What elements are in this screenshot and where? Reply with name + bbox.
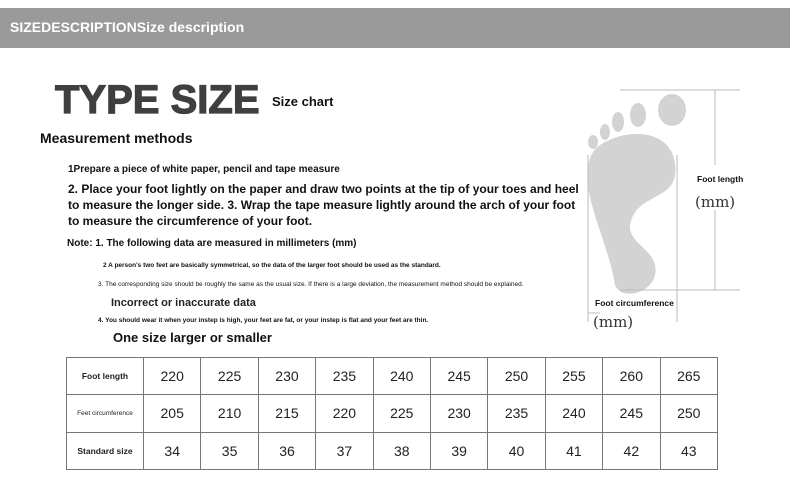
table-cell: 42: [602, 431, 661, 471]
table-cell: 230: [429, 394, 489, 433]
one-size-heading: One size larger or smaller: [113, 330, 272, 345]
foot-circumference-label: Foot circumference: [595, 298, 674, 308]
table-row: Standard size 34 35 36 37 38 39 40 41 42 43: [66, 431, 719, 471]
size-table: Foot length 220 225 230 235 240 245 250 255 260 26…: [66, 356, 719, 471]
table-cell: 43: [659, 431, 719, 471]
table-cell: 240: [544, 394, 604, 433]
header-text: SIZEDESCRIPTIONSize description: [10, 19, 245, 35]
table-row: Feet circumference 205 210 215 220 225 230 235 2…: [66, 394, 719, 433]
foot-length-unit: (mm): [695, 193, 736, 211]
table-cell: 37: [315, 431, 374, 471]
table-cell: 250: [487, 356, 546, 396]
table-cell: 205: [142, 394, 202, 433]
row-label: Standard size: [66, 431, 144, 471]
table-cell: 210: [200, 394, 259, 433]
note-1: Note: 1. The following data are measured…: [67, 238, 357, 249]
table-cell: 265: [659, 356, 719, 396]
table-cell: 235: [315, 356, 374, 396]
table-cell: 34: [142, 431, 202, 471]
table-cell: 245: [429, 356, 489, 396]
table-cell: 220: [142, 356, 202, 396]
table-cell: 225: [372, 394, 431, 433]
table-row: Foot length 220 225 230 235 240 245 250 255 260 26…: [66, 356, 719, 396]
step-1: 1Prepare a piece of white paper, pencil …: [68, 164, 340, 175]
table-cell: 225: [200, 356, 259, 396]
subtitle: Size chart: [272, 94, 334, 109]
incorrect-heading: Incorrect or inaccurate data: [111, 297, 256, 309]
note-4: 4. You should wear it when your instep i…: [98, 317, 429, 324]
foot-length-label: Foot length: [697, 174, 744, 184]
methods-heading: Measurement methods: [40, 130, 193, 146]
foot-diagram-icon: [587, 89, 740, 322]
table-cell: 245: [602, 394, 661, 433]
table-cell: 240: [372, 356, 431, 396]
note-3: 3. The corresponding size should be roug…: [98, 281, 524, 288]
table-cell: 260: [602, 356, 661, 396]
table-cell: 215: [257, 394, 317, 433]
table-cell: 36: [257, 431, 317, 471]
row-label: Feet circumference: [66, 394, 144, 433]
table-cell: 40: [487, 431, 546, 471]
table-cell: 39: [429, 431, 489, 471]
foot-circumference-unit: (mm): [593, 313, 634, 331]
table-cell: 255: [544, 356, 604, 396]
table-cell: 38: [372, 431, 431, 471]
table-cell: 220: [315, 394, 374, 433]
table-cell: 41: [544, 431, 604, 471]
step-2: 2. Place your foot lightly on the paper …: [68, 182, 579, 228]
page-title: TYPE SIZE: [54, 77, 260, 122]
table-cell: 35: [200, 431, 259, 471]
table-cell: 230: [257, 356, 317, 396]
header-bar: SIZEDESCRIPTIONSize description: [0, 8, 790, 48]
row-label: Foot length: [66, 356, 144, 396]
table-cell: 250: [659, 394, 719, 433]
note-2: 2 A person's two feet are basically symm…: [103, 262, 441, 269]
table-cell: 235: [487, 394, 546, 433]
